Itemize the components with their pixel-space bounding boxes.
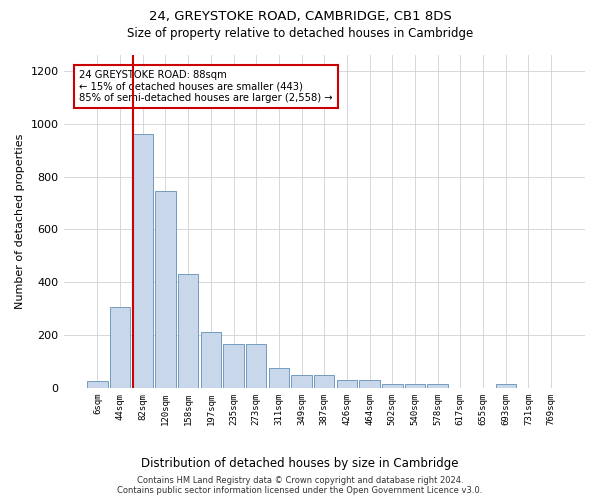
Text: Contains HM Land Registry data © Crown copyright and database right 2024.: Contains HM Land Registry data © Crown c… <box>137 476 463 485</box>
Bar <box>110 308 130 388</box>
Bar <box>87 382 107 388</box>
Bar <box>382 384 403 388</box>
Bar <box>246 344 266 388</box>
Bar <box>155 191 176 388</box>
Bar <box>178 274 199 388</box>
Bar <box>133 134 153 388</box>
Text: Contains public sector information licensed under the Open Government Licence v3: Contains public sector information licen… <box>118 486 482 495</box>
Bar <box>405 384 425 388</box>
Bar <box>314 375 334 388</box>
Bar <box>337 380 357 388</box>
Y-axis label: Number of detached properties: Number of detached properties <box>15 134 25 309</box>
Bar <box>496 384 516 388</box>
Text: Distribution of detached houses by size in Cambridge: Distribution of detached houses by size … <box>141 458 459 470</box>
Text: 24 GREYSTOKE ROAD: 88sqm
← 15% of detached houses are smaller (443)
85% of semi-: 24 GREYSTOKE ROAD: 88sqm ← 15% of detach… <box>79 70 333 103</box>
Text: Size of property relative to detached houses in Cambridge: Size of property relative to detached ho… <box>127 28 473 40</box>
Text: 24, GREYSTOKE ROAD, CAMBRIDGE, CB1 8DS: 24, GREYSTOKE ROAD, CAMBRIDGE, CB1 8DS <box>149 10 451 23</box>
Bar <box>359 380 380 388</box>
Bar <box>292 375 312 388</box>
Bar <box>269 368 289 388</box>
Bar <box>427 384 448 388</box>
Bar <box>223 344 244 388</box>
Bar <box>200 332 221 388</box>
